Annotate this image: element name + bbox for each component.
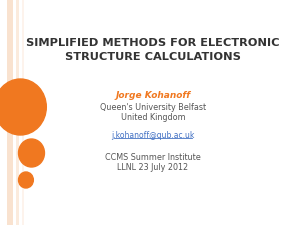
Bar <box>8 0 13 225</box>
Text: Queen's University Belfast: Queen's University Belfast <box>100 103 206 112</box>
Circle shape <box>19 172 33 188</box>
Text: SIMPLIFIED METHODS FOR ELECTRONIC: SIMPLIFIED METHODS FOR ELECTRONIC <box>26 38 280 48</box>
Text: LLNL 23 July 2012: LLNL 23 July 2012 <box>117 164 188 173</box>
Text: j.kohanoff@qub.ac.uk: j.kohanoff@qub.ac.uk <box>111 130 194 140</box>
Circle shape <box>0 79 46 135</box>
Text: CCMS Summer Institute: CCMS Summer Institute <box>105 153 201 162</box>
Bar <box>16 0 20 225</box>
Text: Jorge Kohanoff: Jorge Kohanoff <box>115 90 190 99</box>
Text: United Kingdom: United Kingdom <box>121 112 185 122</box>
Circle shape <box>19 139 44 167</box>
Bar <box>22 0 24 225</box>
Text: STRUCTURE CALCULATIONS: STRUCTURE CALCULATIONS <box>65 52 241 62</box>
